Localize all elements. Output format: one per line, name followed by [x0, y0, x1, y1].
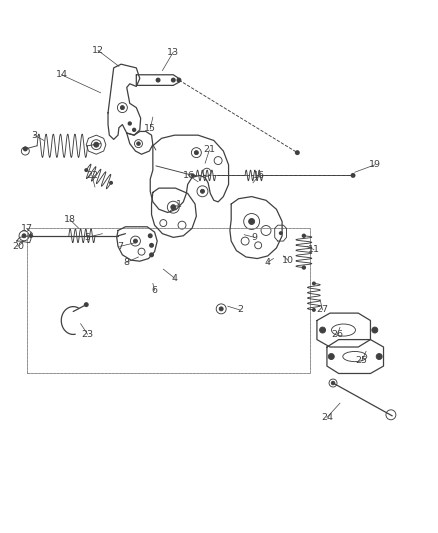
- Circle shape: [149, 252, 154, 257]
- Circle shape: [350, 173, 356, 178]
- Text: 18: 18: [64, 215, 76, 224]
- Circle shape: [302, 265, 306, 270]
- Circle shape: [191, 173, 195, 177]
- Text: 19: 19: [369, 160, 381, 169]
- Text: 21: 21: [203, 146, 215, 155]
- Circle shape: [312, 281, 316, 286]
- Circle shape: [331, 381, 335, 385]
- Circle shape: [328, 353, 334, 360]
- Text: 5: 5: [85, 233, 91, 242]
- Circle shape: [249, 219, 254, 224]
- Text: 6: 6: [152, 286, 158, 295]
- Circle shape: [84, 168, 88, 172]
- Circle shape: [171, 78, 176, 83]
- Circle shape: [302, 233, 306, 238]
- Circle shape: [149, 243, 154, 248]
- Text: 25: 25: [356, 356, 368, 365]
- Text: 20: 20: [12, 242, 24, 251]
- Text: 23: 23: [81, 330, 94, 339]
- Text: 24: 24: [321, 413, 333, 422]
- Circle shape: [23, 147, 28, 151]
- Text: 4: 4: [265, 258, 271, 266]
- Text: 1: 1: [176, 199, 182, 208]
- Circle shape: [94, 142, 99, 147]
- Text: 27: 27: [317, 305, 328, 314]
- Text: 10: 10: [282, 256, 294, 265]
- Circle shape: [84, 302, 89, 307]
- Text: 17: 17: [21, 224, 33, 233]
- Circle shape: [320, 327, 325, 333]
- Circle shape: [372, 327, 378, 333]
- Text: 9: 9: [252, 233, 258, 242]
- Text: 8: 8: [124, 258, 130, 266]
- Circle shape: [148, 233, 153, 238]
- Circle shape: [127, 122, 132, 126]
- Circle shape: [295, 150, 300, 155]
- Text: 15: 15: [144, 124, 156, 133]
- Circle shape: [279, 231, 283, 235]
- Circle shape: [312, 308, 316, 312]
- Text: 4: 4: [172, 273, 177, 282]
- Circle shape: [194, 151, 198, 155]
- Circle shape: [120, 106, 124, 110]
- Text: 16: 16: [183, 171, 194, 180]
- Text: 16: 16: [253, 171, 265, 180]
- Text: 14: 14: [56, 70, 67, 79]
- Circle shape: [155, 78, 161, 83]
- Circle shape: [376, 353, 382, 360]
- Text: 22: 22: [86, 171, 98, 180]
- Text: 11: 11: [308, 245, 320, 254]
- Circle shape: [29, 233, 33, 238]
- Circle shape: [134, 239, 138, 243]
- Text: 12: 12: [92, 46, 104, 55]
- Circle shape: [177, 78, 181, 83]
- Text: 2: 2: [237, 305, 243, 314]
- Circle shape: [201, 189, 205, 193]
- Circle shape: [22, 234, 26, 238]
- Circle shape: [171, 205, 176, 209]
- Text: 3: 3: [31, 131, 37, 140]
- Circle shape: [132, 128, 136, 132]
- Text: 26: 26: [332, 330, 343, 339]
- Text: 7: 7: [117, 242, 123, 251]
- Circle shape: [219, 307, 223, 311]
- Circle shape: [137, 142, 140, 146]
- Text: 13: 13: [167, 47, 180, 56]
- Circle shape: [109, 181, 113, 185]
